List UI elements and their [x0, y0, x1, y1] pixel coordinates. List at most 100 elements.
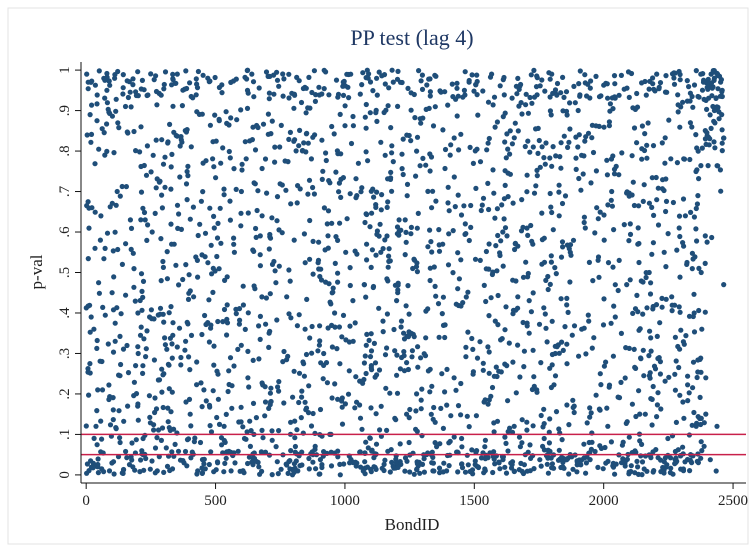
data-point: [690, 359, 697, 365]
data-point: [239, 161, 245, 167]
data-point: [721, 135, 727, 141]
data-point: [101, 256, 107, 262]
data-point: [564, 341, 570, 347]
data-point: [525, 232, 531, 238]
data-point: [137, 297, 143, 304]
data-point: [229, 405, 235, 411]
data-point: [398, 318, 405, 324]
data-point: [454, 85, 460, 91]
data-point: [472, 148, 478, 154]
data-point: [254, 122, 260, 129]
data-point: [595, 464, 601, 470]
data-point: [299, 148, 305, 154]
data-point: [376, 367, 383, 373]
data-point: [530, 423, 536, 429]
data-point: [517, 444, 524, 450]
data-point: [430, 123, 437, 129]
data-point: [583, 351, 589, 357]
data-point: [249, 137, 255, 143]
data-point: [578, 187, 584, 193]
data-point: [644, 142, 650, 148]
data-point: [84, 132, 90, 138]
data-point: [152, 210, 158, 216]
data-point: [128, 454, 134, 460]
data-point: [548, 112, 554, 118]
data-point: [539, 77, 545, 83]
data-point: [634, 104, 641, 110]
data-point: [353, 176, 359, 182]
data-point: [405, 366, 411, 373]
data-point: [114, 305, 120, 311]
data-point: [694, 167, 700, 173]
data-point: [305, 410, 312, 416]
data-point: [398, 324, 404, 330]
data-point: [439, 311, 445, 317]
data-point: [185, 173, 191, 179]
data-point: [231, 166, 237, 172]
data-point: [344, 216, 350, 222]
data-point: [399, 151, 405, 157]
data-point: [374, 228, 380, 234]
data-point: [127, 89, 133, 95]
data-point: [300, 85, 306, 92]
data-point: [631, 125, 638, 131]
data-point: [524, 468, 530, 474]
data-point: [100, 304, 106, 310]
data-point: [707, 112, 713, 118]
data-point: [342, 103, 348, 109]
data-point: [587, 405, 593, 411]
data-point: [695, 93, 701, 100]
data-point: [160, 264, 166, 270]
data-point: [167, 121, 173, 127]
data-point: [236, 321, 242, 327]
data-point: [327, 180, 333, 186]
data-point: [256, 85, 262, 91]
data-point: [675, 92, 681, 98]
data-point: [276, 83, 282, 89]
data-point: [590, 149, 597, 156]
data-point: [338, 194, 344, 200]
data-point: [689, 124, 695, 130]
data-point: [519, 111, 525, 117]
data-point: [211, 225, 217, 231]
data-point: [372, 374, 378, 380]
data-point: [291, 138, 297, 144]
data-point: [315, 260, 321, 266]
data-point: [202, 312, 208, 319]
data-point: [399, 79, 405, 86]
data-point: [441, 460, 447, 466]
data-point: [281, 400, 287, 406]
data-point: [364, 67, 370, 73]
data-point: [91, 435, 97, 441]
data-point: [141, 467, 147, 473]
data-point: [468, 224, 474, 230]
data-point: [222, 277, 228, 283]
data-point: [512, 241, 518, 247]
data-point: [486, 241, 492, 247]
data-point: [649, 175, 655, 181]
data-point: [427, 366, 433, 372]
data-point: [258, 449, 264, 455]
data-point: [687, 98, 693, 104]
data-point: [364, 241, 370, 247]
data-point: [573, 134, 579, 140]
data-point: [678, 104, 684, 110]
data-point: [153, 88, 160, 95]
data-point: [227, 217, 233, 223]
data-point: [285, 470, 291, 476]
data-point: [154, 435, 160, 441]
data-point: [172, 80, 178, 86]
data-point: [126, 462, 133, 468]
data-point: [442, 334, 448, 341]
data-point: [252, 147, 259, 153]
data-point: [636, 203, 642, 209]
data-point: [668, 465, 674, 471]
data-point: [547, 281, 553, 287]
data-point: [288, 201, 294, 207]
data-point: [388, 169, 394, 175]
data-point: [159, 366, 165, 372]
data-point: [238, 404, 244, 410]
data-point: [526, 298, 532, 304]
data-point: [271, 91, 277, 97]
data-point: [639, 156, 645, 162]
